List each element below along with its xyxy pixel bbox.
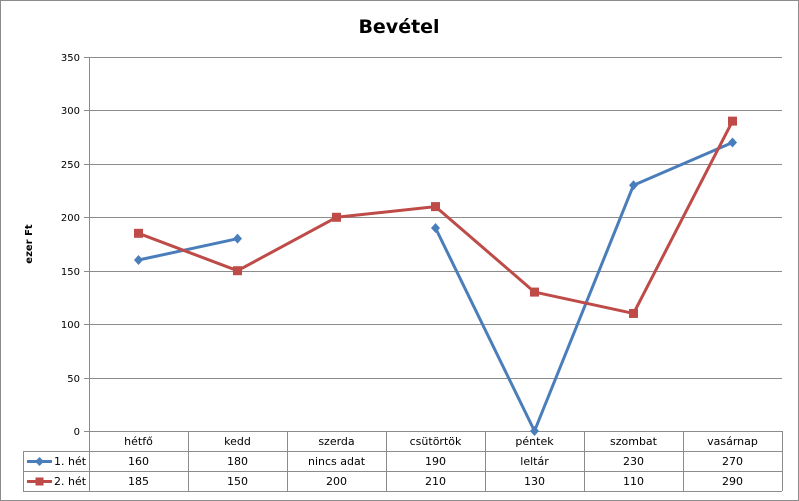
y-axis-title: ezer Ft xyxy=(24,224,35,264)
y-tick-label: 350 xyxy=(61,53,80,64)
table-cell-value: 130 xyxy=(524,475,545,488)
legend-series-name: 2. hét xyxy=(54,475,87,488)
table-cell-value: 200 xyxy=(326,475,347,488)
table-cell-value: 270 xyxy=(722,455,743,468)
series-group xyxy=(134,137,737,436)
table-cell-value: 110 xyxy=(623,475,644,488)
data-point xyxy=(431,222,440,233)
x-category-label: vasárnap xyxy=(707,435,758,448)
data-table: hétfő kedd szerda csütörtök péntek szombat vas… xyxy=(23,431,783,492)
y-tick-label: 100 xyxy=(61,320,80,331)
y-tick-label: 150 xyxy=(61,267,80,278)
legend-key-marker xyxy=(35,477,44,486)
y-tick-label: 200 xyxy=(61,213,80,224)
x-category-label: kedd xyxy=(224,435,251,448)
table-cell-value: 180 xyxy=(227,455,248,468)
y-axis: 0 50 100 150 200 250 300 350 xyxy=(61,53,90,438)
data-point xyxy=(629,180,638,191)
series-group xyxy=(134,116,737,318)
table-cell-value: 230 xyxy=(623,455,644,468)
y-tick-label: 300 xyxy=(61,106,80,117)
table-cell-value: 290 xyxy=(722,475,743,488)
legend-series-name: 1. hét xyxy=(54,455,87,468)
table-cell-value: 190 xyxy=(425,455,446,468)
data-point xyxy=(134,255,143,266)
data-point xyxy=(629,308,638,318)
data-point xyxy=(233,233,242,244)
table-cell-value: 160 xyxy=(128,455,149,468)
data-point xyxy=(728,116,737,126)
x-category-label: csütörtök xyxy=(410,435,462,448)
table-cell-value: 150 xyxy=(227,475,248,488)
data-point xyxy=(530,426,539,436)
x-category-label: hétfő xyxy=(124,435,153,448)
data-point xyxy=(332,212,341,222)
legend-key-marker xyxy=(35,457,44,466)
data-point xyxy=(431,202,440,212)
gridlines xyxy=(89,57,782,379)
data-point xyxy=(134,228,143,238)
data-point xyxy=(530,287,539,297)
table-cell-value: leltár xyxy=(520,455,549,468)
x-category-label: szerda xyxy=(318,435,354,448)
y-tick-label: 0 xyxy=(74,427,80,438)
x-category-label: péntek xyxy=(515,435,554,448)
data-point xyxy=(233,266,242,276)
y-tick-label: 50 xyxy=(67,374,80,385)
x-category-label: szombat xyxy=(610,435,658,448)
series-lines xyxy=(134,116,737,436)
y-tick-label: 250 xyxy=(61,160,80,171)
data-point xyxy=(728,137,737,148)
table-cell-value: nincs adat xyxy=(308,455,366,468)
series-line xyxy=(434,141,734,433)
chart-title: Bevétel xyxy=(358,16,439,38)
table-cell-value: 210 xyxy=(425,475,446,488)
series-line xyxy=(138,237,238,262)
table-cell-value: 185 xyxy=(128,475,149,488)
